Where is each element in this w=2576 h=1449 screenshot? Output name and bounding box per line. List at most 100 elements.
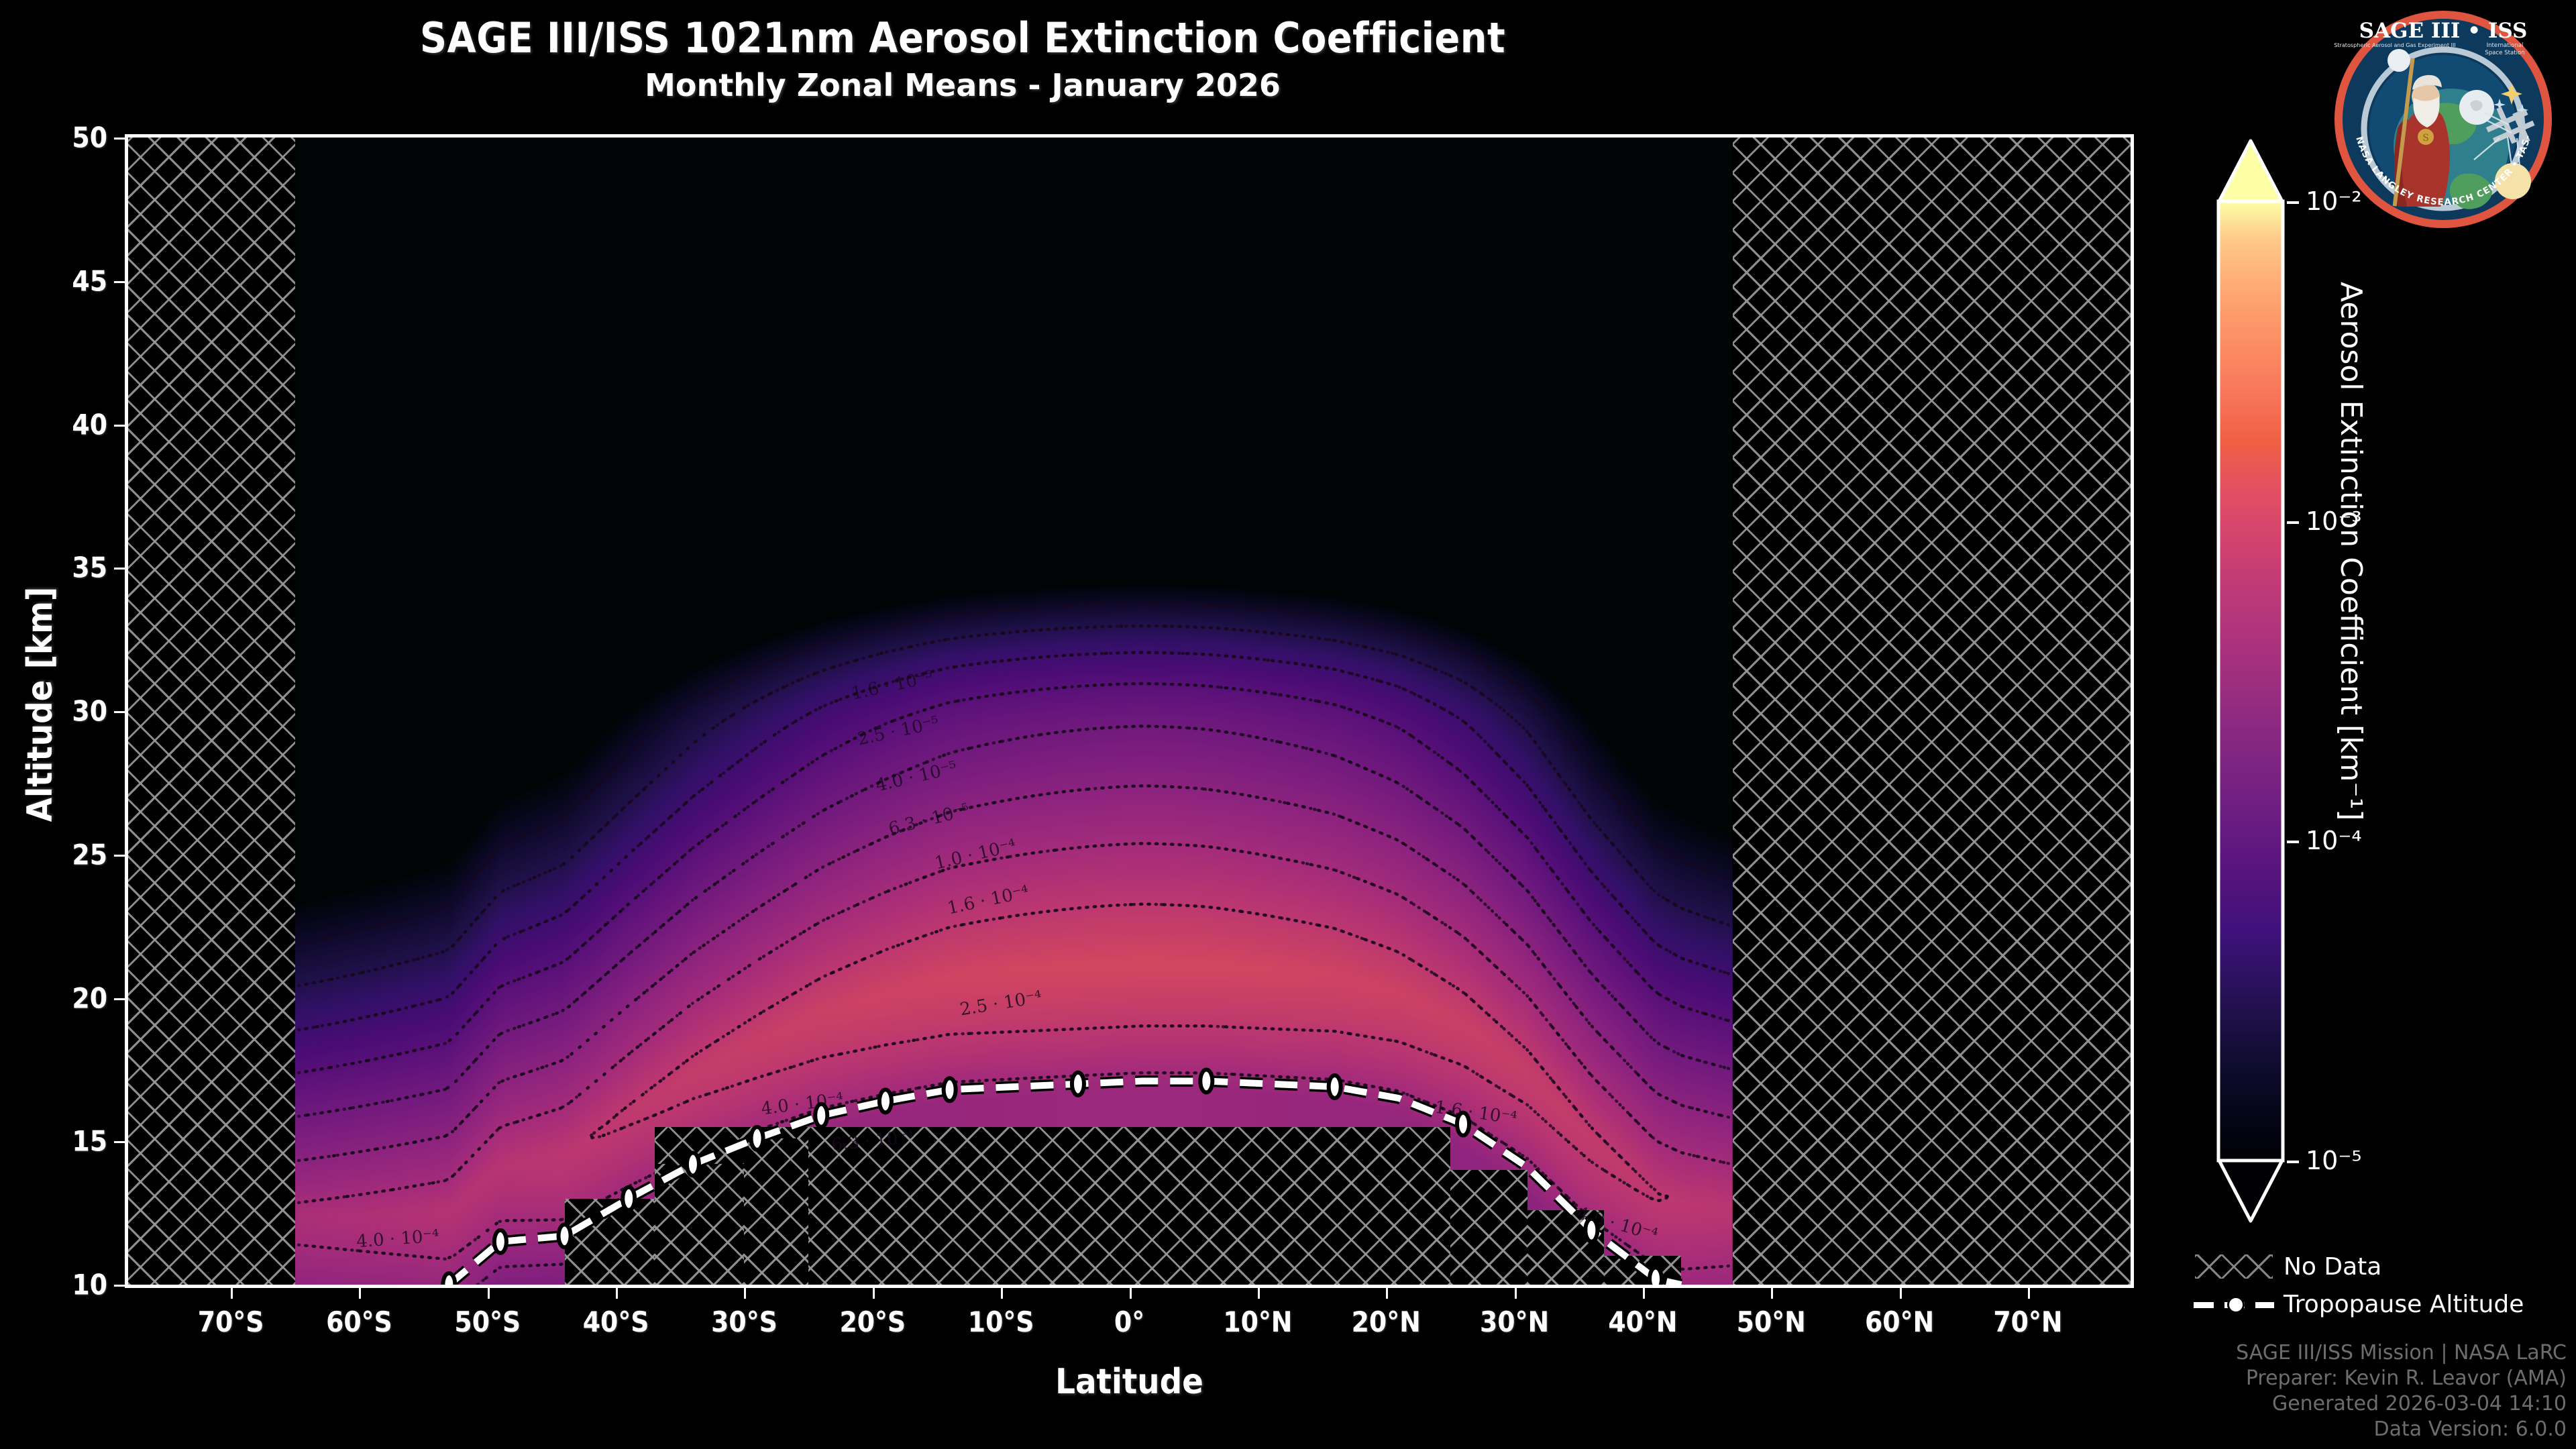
plot-area: 1.6 · 10⁻⁵ 2.5 · 10⁻⁵ 4.0 · 10⁻⁵ 6.3 · 10⁻⁵… bbox=[125, 134, 2134, 1288]
tropopause-marker bbox=[1650, 1267, 1662, 1285]
x-tick-label: 50°S bbox=[454, 1305, 521, 1338]
y-tick bbox=[114, 1285, 125, 1287]
y-tick-label: 40 bbox=[72, 408, 107, 441]
y-axis-title: Altitude [km] bbox=[20, 586, 60, 822]
svg-text:S: S bbox=[2422, 133, 2429, 144]
x-tick bbox=[1899, 1288, 1902, 1299]
x-tick-label: 50°N bbox=[1736, 1305, 1806, 1338]
tropopause-marker bbox=[687, 1152, 699, 1175]
y-tick-label: 20 bbox=[72, 981, 107, 1014]
tropopause-marker bbox=[879, 1089, 892, 1112]
y-tick-label: 10 bbox=[72, 1268, 107, 1301]
x-tick bbox=[1129, 1288, 1132, 1299]
tropopause-marker bbox=[1585, 1219, 1597, 1242]
x-tick-label: 60°S bbox=[326, 1305, 392, 1338]
no-data-hatch-regions bbox=[128, 138, 2131, 1285]
x-tick-label: 30°N bbox=[1479, 1305, 1550, 1338]
colorbar: 10⁻² 10⁻³ 10⁻⁴ 10⁻⁵ bbox=[2216, 139, 2362, 1223]
x-tick-label: 40°S bbox=[582, 1305, 649, 1338]
x-tick bbox=[1771, 1288, 1774, 1299]
legend-label-tropopause: Tropopause Altitude bbox=[2284, 1290, 2524, 1318]
y-tick bbox=[114, 711, 125, 713]
x-tick bbox=[744, 1288, 747, 1299]
x-tick bbox=[1514, 1288, 1517, 1299]
y-tick bbox=[114, 138, 125, 140]
x-tick-label: 70°S bbox=[197, 1305, 264, 1338]
x-tick bbox=[616, 1288, 619, 1299]
colorbar-title: Aerosol Extinction Coefficient [km⁻¹] bbox=[2334, 282, 2368, 821]
colorbar-gradient bbox=[2216, 199, 2285, 1163]
y-tick bbox=[114, 1141, 125, 1144]
y-tick bbox=[114, 998, 125, 1000]
dashed-line-marker-icon bbox=[2194, 1291, 2274, 1318]
colorbar-tick bbox=[2287, 841, 2299, 844]
x-tick bbox=[1642, 1288, 1645, 1299]
colorbar-tick-label: 10⁻⁴ bbox=[2306, 826, 2362, 856]
y-tick-label: 50 bbox=[72, 121, 107, 154]
x-tick-label: 0° bbox=[1114, 1305, 1145, 1338]
y-axis: 10 15 20 25 30 35 40 45 50 bbox=[0, 121, 125, 1301]
x-tick-label: 10°N bbox=[1223, 1305, 1293, 1338]
legend: No Data Tropopause Altitude bbox=[2194, 1248, 2569, 1323]
x-tick-label: 70°N bbox=[1993, 1305, 2063, 1338]
tropopause-path bbox=[449, 1081, 1681, 1285]
no-data-region-south-polar bbox=[128, 138, 295, 1285]
tropopause-marker bbox=[751, 1127, 763, 1150]
y-tick bbox=[114, 280, 125, 283]
colorbar-tick bbox=[2287, 1161, 2299, 1163]
x-tick-label: 40°N bbox=[1608, 1305, 1678, 1338]
logo-main-text: SAGE III • ISS bbox=[2359, 19, 2528, 43]
no-data-region-north-polar bbox=[1732, 138, 2131, 1285]
no-data-step-3 bbox=[1450, 1170, 1527, 1285]
y-tick-label: 15 bbox=[72, 1124, 107, 1158]
tropopause-marker bbox=[1072, 1073, 1084, 1095]
x-tick-label: 60°N bbox=[1865, 1305, 1935, 1338]
credit-block: SAGE III/ISS Mission | NASA LaRC Prepare… bbox=[2236, 1340, 2567, 1442]
colorbar-min-arrow bbox=[2216, 1157, 2285, 1223]
y-tick bbox=[114, 424, 125, 427]
no-data-step-5 bbox=[1604, 1256, 1682, 1285]
colorbar-tick-label: 10⁻³ bbox=[2306, 506, 2362, 536]
logo-subtitle-right-2: Space Station bbox=[2485, 50, 2524, 56]
tropopause-marker bbox=[1200, 1069, 1212, 1092]
tropopause-marker bbox=[815, 1104, 827, 1127]
credit-line-version: Data Version: 6.0.0 bbox=[2373, 1417, 2567, 1441]
x-tick-label: 30°S bbox=[711, 1305, 777, 1338]
logo-subtitle-right-1: International bbox=[2487, 42, 2524, 49]
credit-line-generated: Generated 2026-03-04 14:10 bbox=[2271, 1392, 2567, 1415]
hatch-swatch-icon bbox=[2194, 1253, 2274, 1280]
tropopause-line bbox=[128, 138, 2131, 1285]
x-tick-label: 10°S bbox=[967, 1305, 1034, 1338]
legend-label-no-data: No Data bbox=[2284, 1252, 2382, 1281]
tropopause-marker bbox=[494, 1230, 506, 1253]
colorbar-tick bbox=[2287, 521, 2299, 524]
colorbar-max-arrow bbox=[2216, 139, 2285, 205]
legend-item-tropopause: Tropopause Altitude bbox=[2194, 1285, 2569, 1323]
tropopause-marker bbox=[443, 1273, 455, 1285]
y-tick-label: 35 bbox=[72, 551, 107, 584]
x-tick bbox=[231, 1288, 233, 1299]
x-tick bbox=[872, 1288, 875, 1299]
credit-line-mission: SAGE III/ISS Mission | NASA LaRC bbox=[2236, 1341, 2567, 1364]
x-tick bbox=[1386, 1288, 1389, 1299]
x-tick bbox=[359, 1288, 362, 1299]
x-tick bbox=[2027, 1288, 2030, 1299]
page-title: SAGE III/ISS 1021nm Aerosol Extinction C… bbox=[419, 13, 1506, 62]
x-tick bbox=[1257, 1288, 1260, 1299]
colorbar-tick-label: 10⁻⁵ bbox=[2306, 1146, 2362, 1175]
x-tick-label: 20°N bbox=[1351, 1305, 1421, 1338]
logo-subtitle-left: Stratospheric Aerosol and Gas Experiment… bbox=[2334, 42, 2456, 48]
legend-item-no-data: No Data bbox=[2194, 1248, 2569, 1285]
colorbar-tick bbox=[2287, 201, 2299, 204]
no-data-step-2 bbox=[744, 1138, 809, 1285]
y-tick-label: 25 bbox=[72, 838, 107, 871]
x-tick-label: 20°S bbox=[839, 1305, 906, 1338]
y-tick-label: 30 bbox=[72, 694, 107, 728]
x-tick bbox=[1001, 1288, 1004, 1299]
tropopause-marker bbox=[944, 1078, 956, 1101]
tropopause-path bbox=[449, 1081, 1681, 1285]
no-data-step-1 bbox=[654, 1164, 745, 1285]
x-tick bbox=[487, 1288, 490, 1299]
tropopause-marker bbox=[1329, 1075, 1341, 1098]
tropopause-marker bbox=[559, 1224, 571, 1247]
